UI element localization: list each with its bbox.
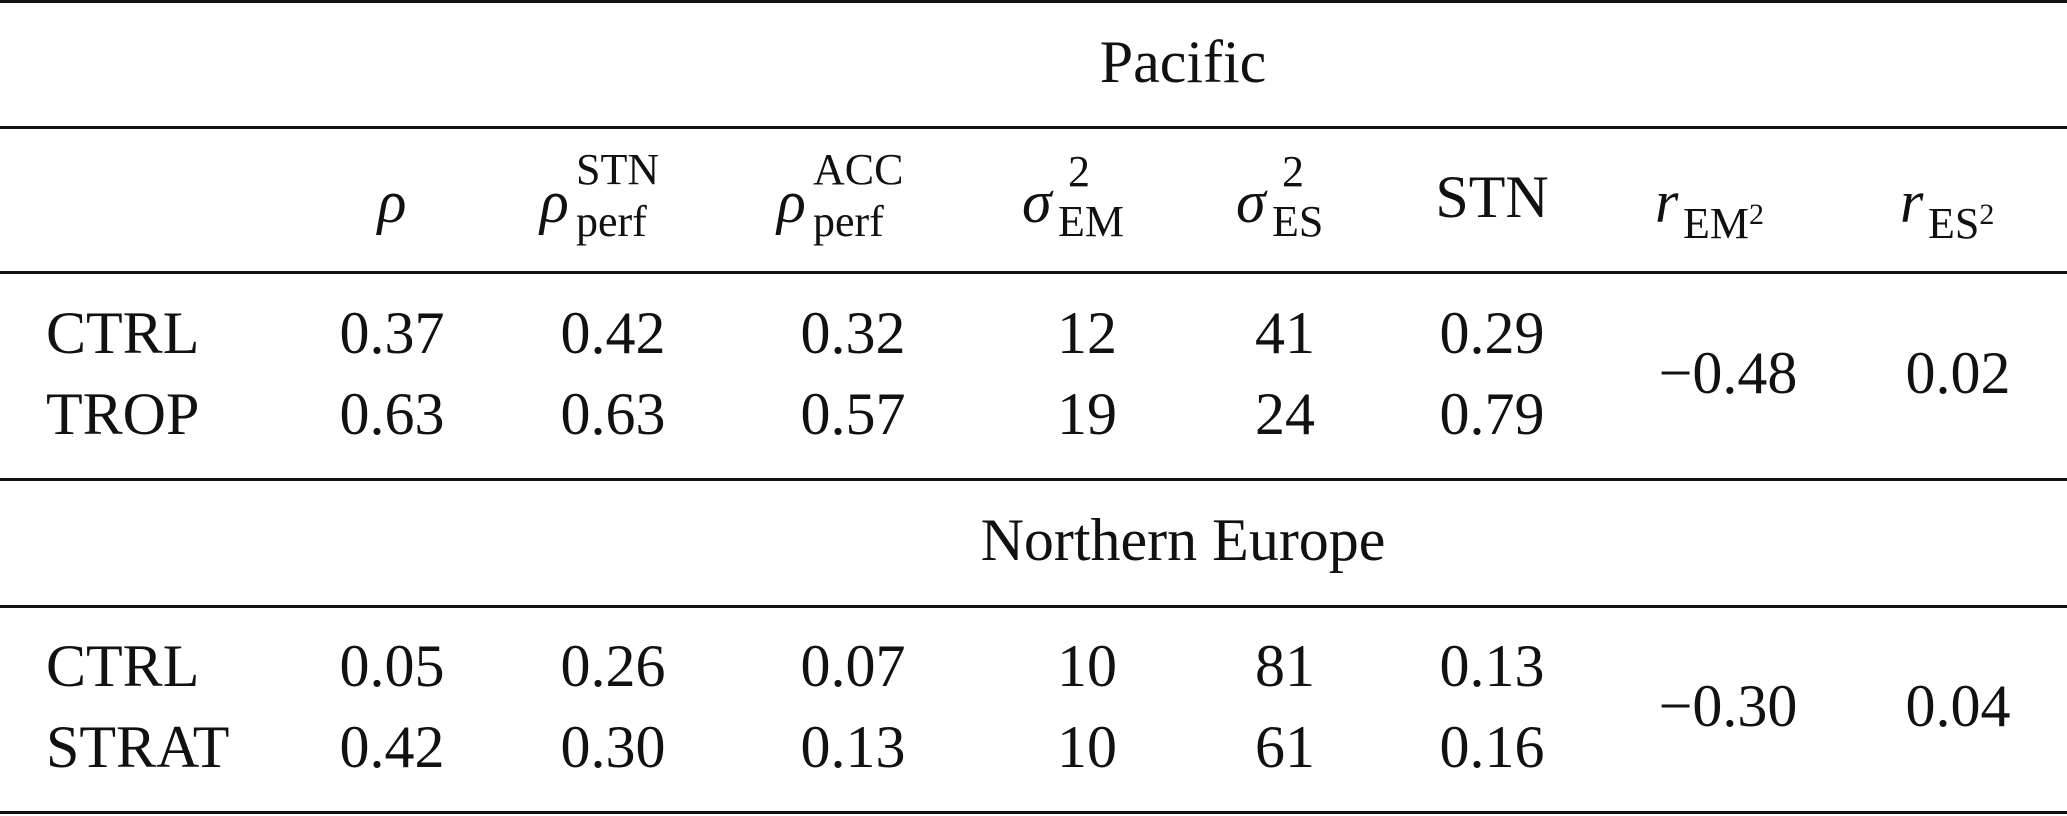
pacific-title-rule	[0, 126, 2067, 129]
cell-r-em2-pacific: −0.48	[1658, 340, 1798, 406]
cell-stn: 0.16	[1439, 714, 1545, 780]
header-rho-perf-stn-sup: STN	[576, 145, 660, 194]
row-label: CTRL	[46, 633, 200, 699]
cell-rho-perf-stn: 0.63	[560, 381, 666, 447]
header-r-es2-base: r	[1900, 169, 1924, 235]
cell-rho-perf-acc: 0.57	[800, 381, 906, 447]
cell-stn: 0.13	[1439, 633, 1545, 699]
cell-sigma-em: 12	[1057, 300, 1117, 366]
cell-r-em2-europe: −0.30	[1658, 673, 1798, 739]
pacific-bottom-rule	[0, 478, 2067, 481]
section-title-pacific: Pacific	[1099, 29, 1267, 95]
cell-rho-perf-acc: 0.32	[800, 300, 906, 366]
cell-sigma-es: 61	[1255, 714, 1315, 780]
cell-stn: 0.29	[1439, 300, 1545, 366]
row-label: STRAT	[46, 714, 230, 780]
cell-rho: 0.37	[339, 300, 445, 366]
cell-sigma-es: 41	[1255, 300, 1315, 366]
header-stn: STN	[1435, 164, 1549, 230]
row-label: CTRL	[46, 300, 200, 366]
cell-rho: 0.63	[339, 381, 445, 447]
header-rho: ρ	[377, 169, 407, 235]
cell-rho-perf-stn: 0.26	[560, 633, 666, 699]
header-rho-perf-stn-sub: perf	[576, 197, 647, 246]
cell-r-es2-pacific: 0.02	[1905, 340, 2011, 406]
cell-sigma-em: 19	[1057, 381, 1117, 447]
header-rho-perf-acc-base: ρ	[777, 169, 806, 235]
table-bottom-rule	[0, 811, 2067, 814]
europe-title-rule	[0, 605, 2067, 608]
table-top-rule	[0, 0, 2067, 3]
header-r-em2-base: r	[1655, 169, 1679, 235]
cell-sigma-es: 81	[1255, 633, 1315, 699]
cell-rho-perf-stn: 0.42	[560, 300, 666, 366]
section-title-northern-europe: Northern Europe	[980, 507, 1386, 573]
header-rho-perf-acc-sub: perf	[813, 197, 884, 246]
header-rho-perf-acc-sup: ACC	[813, 145, 904, 194]
header-sigma-em-sub: EM	[1058, 197, 1124, 246]
cell-rho-perf-acc: 0.13	[800, 714, 906, 780]
header-sigma-es-base: σ	[1236, 169, 1266, 235]
header-sigma-em-sup: 2	[1068, 147, 1090, 196]
cell-rho: 0.05	[339, 633, 445, 699]
cell-sigma-es: 24	[1255, 381, 1315, 447]
header-r-em2-sub: EM2	[1683, 198, 1764, 248]
cell-rho-perf-stn: 0.30	[560, 714, 666, 780]
cell-r-es2-europe: 0.04	[1905, 673, 2011, 739]
cell-sigma-em: 10	[1057, 714, 1117, 780]
header-sigma-es-sub: ES	[1272, 197, 1324, 246]
cell-sigma-em: 10	[1057, 633, 1117, 699]
header-rule	[0, 271, 2067, 274]
cell-rho-perf-acc: 0.07	[800, 633, 906, 699]
row-label: TROP	[46, 381, 200, 447]
cell-rho: 0.42	[339, 714, 445, 780]
header-rho-perf-stn-base: ρ	[540, 169, 569, 235]
header-r-es2-sub: ES2	[1928, 198, 1995, 248]
cell-stn: 0.79	[1439, 381, 1545, 447]
header-sigma-es-sup: 2	[1282, 147, 1304, 196]
header-sigma-em-base: σ	[1022, 169, 1052, 235]
